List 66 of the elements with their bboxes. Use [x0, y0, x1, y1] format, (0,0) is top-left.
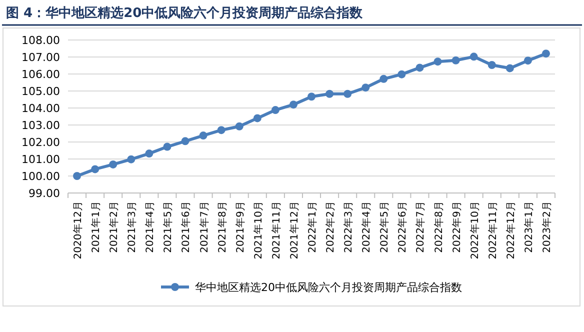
x-tick-label: 2021年10月: [252, 201, 264, 260]
x-tick-label: 2021年4月: [144, 201, 156, 253]
point: [91, 165, 100, 174]
x-tick-label: 2023年1月: [522, 201, 535, 253]
point: [109, 160, 118, 168]
y-tick-label: 106.00: [22, 68, 60, 81]
x-tick-label: 2021年1月: [90, 201, 102, 253]
x-tick-label: 2022年10月: [468, 201, 481, 260]
x-tick-label: 2021年8月: [216, 201, 228, 253]
point: [145, 150, 154, 158]
x-tick-label: 2022年11月: [486, 201, 499, 260]
x-tick-label: 2022年1月: [306, 201, 318, 253]
point: [398, 70, 406, 78]
point: [127, 155, 136, 164]
point: [271, 106, 280, 114]
point: [181, 137, 190, 146]
point: [452, 56, 460, 64]
x-tick-label: 2021年9月: [234, 201, 246, 253]
point: [73, 172, 82, 180]
point: [253, 114, 262, 122]
x-tick-label: 2022年9月: [450, 201, 463, 253]
y-tick-label: 107.00: [22, 51, 60, 64]
y-tick-label: 100.00: [22, 170, 60, 183]
x-tick-label: 2022年6月: [396, 201, 409, 253]
x-tick-label: 2021年7月: [198, 201, 210, 253]
point: [217, 126, 226, 134]
y-tick-label: 105.00: [22, 85, 60, 98]
x-tick-label: 2021年11月: [270, 201, 282, 260]
point: [326, 90, 334, 98]
point: [308, 92, 316, 101]
y-tick-label: 102.00: [22, 136, 60, 149]
y-tick-label: 103.00: [22, 119, 60, 132]
point: [416, 64, 424, 72]
x-tick-label: 2022年2月: [324, 201, 337, 253]
chart-title: 图 4：华中地区精选20中低风险六个月投资周期产品综合指数: [6, 5, 364, 21]
point: [470, 52, 478, 61]
y-tick-label: 104.00: [22, 102, 60, 115]
x-tick-label: 2022年7月: [414, 201, 427, 253]
point: [524, 56, 532, 65]
x-tick-label: 2021年5月: [162, 201, 174, 253]
point: [362, 84, 370, 92]
y-tick-label: 99.00: [28, 187, 60, 200]
point: [506, 64, 514, 72]
y-tick-label: 108.00: [22, 34, 60, 47]
x-tick-label: 2022年4月: [360, 201, 373, 253]
y-tick-label: 101.00: [22, 153, 60, 166]
point: [542, 50, 550, 58]
point: [163, 142, 172, 151]
x-tick-label: 2022年5月: [378, 201, 391, 253]
point: [434, 58, 442, 66]
point: [289, 100, 298, 109]
point: [488, 60, 496, 69]
x-tick-label: 2021年3月: [126, 201, 138, 253]
point: [235, 122, 244, 130]
x-tick-label: 2021年12月: [288, 201, 300, 260]
x-tick-label: 2020年12月: [72, 201, 84, 260]
point: [380, 74, 388, 83]
x-tick-label: 2022年3月: [342, 201, 355, 253]
x-tick-label: 2022年12月: [504, 201, 517, 260]
x-tick-label: 2022年8月: [432, 201, 445, 253]
x-tick-label: 2021年6月: [180, 201, 192, 253]
point: [199, 132, 208, 140]
x-tick-label: 2023年2月: [540, 201, 553, 253]
legend-label: 华中地区精选20中低风险六个月投资周期产品综合指数: [195, 281, 462, 294]
x-tick-label: 2021年2月: [108, 201, 120, 253]
point: [344, 90, 352, 98]
